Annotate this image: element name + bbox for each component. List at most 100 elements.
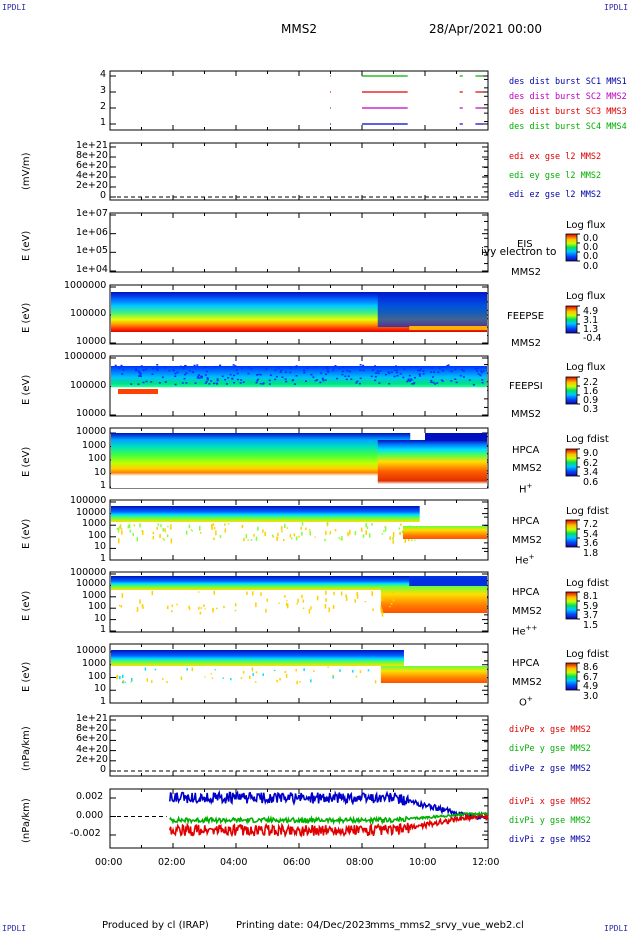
eis-instrument-label: EIS (517, 239, 533, 250)
feepsi-speckle (205, 380, 208, 383)
feepsi-speckle (320, 372, 323, 374)
hpca-o-late-band (380, 666, 487, 683)
hpca-hepp-speckle (252, 591, 254, 596)
feepsi-speckle (396, 371, 399, 374)
feepsi-speckle (181, 366, 184, 369)
feepsi-speckle (430, 371, 433, 373)
feepsi-speckle (395, 369, 398, 372)
feepsi-speckle (441, 366, 444, 368)
feepsi-speckle (142, 369, 145, 372)
feepsi-speckle (204, 382, 207, 384)
feepsi-speckle (376, 370, 379, 372)
feepsi-speckle (370, 375, 373, 378)
hpca-hepp-speckle (302, 607, 305, 609)
hpca-hepp-speckle (120, 605, 123, 608)
hpca_he-y-tick-label: 1000 (82, 518, 107, 530)
feepsi-speckle (434, 383, 437, 385)
hpca-hepp-speckle (234, 609, 237, 612)
burst-dot (329, 123, 332, 125)
hpca-hepp-speckle (316, 595, 319, 601)
hpca_he-y-axis-label: E (eV) (21, 518, 32, 549)
hpca-he-speckle (162, 538, 165, 540)
hpca-o-speckle (154, 668, 157, 671)
feepsi-speckle (259, 374, 262, 376)
hpca-he-speckle (404, 539, 407, 543)
hpca-hepp-speckle (302, 599, 305, 603)
hpca-he-speckle (281, 530, 283, 533)
feepsi-speckle (408, 374, 411, 377)
feepsi-speckle (275, 375, 278, 378)
hpca-he-speckle (152, 536, 155, 540)
hpca-he-speckle (227, 523, 230, 525)
feepsi-speckle (447, 364, 450, 366)
hpca-he-speckle (286, 527, 289, 529)
hpca-he-speckle (141, 530, 144, 536)
feepsi-speckle (269, 374, 272, 377)
hpca-hepp-speckle (308, 609, 311, 614)
hpca-o-speckle (303, 668, 305, 672)
hpca-he-speckle (241, 524, 244, 528)
feepsi-speckle (200, 375, 203, 378)
hpca-o-speckle (119, 675, 121, 680)
feepsi-speckle (188, 370, 191, 372)
date-title: 28/Apr/2021 00:00 (429, 22, 543, 36)
hpca-he-speckle (381, 533, 384, 535)
hpca-he-speckle (132, 533, 134, 537)
feepsi-speckle (359, 377, 362, 380)
edi-legend-ex: edi ex gse l2 MMS2 (509, 152, 602, 162)
feepsi-speckle (196, 364, 199, 366)
hpca-h-colorbar-title: Log fdist (566, 434, 609, 445)
edi-y-axis-label: (mV/m) (21, 152, 32, 191)
hpca-o-speckle (130, 681, 132, 683)
hpca-o-cb-tick: 6.7 (583, 672, 599, 683)
hpca-he-speckle (262, 529, 264, 533)
edi-y-tick-label: 0 (100, 190, 107, 201)
x-tick-label: 04:00 (220, 857, 248, 868)
burst-frame (109, 70, 489, 131)
feepsi-speckle (347, 375, 350, 377)
hpca-he-speckle (293, 533, 296, 537)
hpca-hepp-late-cap (409, 576, 487, 586)
feepsi-speckle (303, 369, 306, 372)
feepsi-speckle (234, 365, 237, 367)
feepsi-speckle (411, 383, 414, 385)
hpca-hepp-species-label: He++ (512, 624, 538, 638)
hpca-he-speckle (118, 526, 121, 528)
hpca-hepp-speckle (197, 591, 200, 593)
feepsi-cb-tick: 0.9 (583, 395, 599, 406)
hpca-he-speckle (334, 528, 337, 532)
feepsi-speckle (268, 379, 271, 382)
feepsi-speckle (316, 379, 319, 381)
hpca_he-y-tick-label: 10 (94, 541, 107, 553)
feepsi-speckle (184, 373, 187, 376)
hpca-hepp-speckle (380, 606, 382, 611)
hpca-he-speckle (164, 528, 166, 533)
hpca-o-speckle (310, 679, 312, 683)
feepsi-speckle (295, 367, 298, 369)
hpca-hepp-speckle (284, 595, 286, 598)
hpca-o-speckle (355, 675, 358, 678)
feepsi-speckle (325, 366, 328, 368)
hpca-he-speckle (295, 536, 298, 541)
feepsi-speckle (415, 366, 418, 368)
hpca-h-sc-label: MMS2 (512, 463, 542, 474)
feepse-instrument-label: FEEPSE (507, 311, 545, 322)
corner-label-br: IPDLI (604, 924, 629, 933)
feepsi-speckle (403, 368, 406, 370)
hpca-he-speckle (128, 523, 131, 529)
feepsi-speckle (419, 368, 422, 370)
hpca-he-speckle (127, 525, 130, 529)
hpca-o-instrument-label: HPCA (512, 658, 540, 669)
feepsi-speckle (362, 369, 365, 372)
hpca-he-speckle (308, 529, 311, 531)
feepsi-speckle (390, 371, 393, 374)
feepsi-speckle (468, 379, 471, 381)
feepsi-speckle (346, 370, 349, 372)
feepsi-speckle (418, 369, 421, 372)
feepsi-speckle (322, 379, 325, 382)
hpca-hepp-speckle (325, 590, 327, 595)
footer-printing-date: Printing date: 04/Dec/2023 (236, 920, 372, 931)
feepsi-y-tick-label: 100000 (70, 379, 107, 391)
edi-y-tick-label: 1e+21 (76, 140, 108, 151)
hpca-he-speckle (136, 537, 139, 542)
